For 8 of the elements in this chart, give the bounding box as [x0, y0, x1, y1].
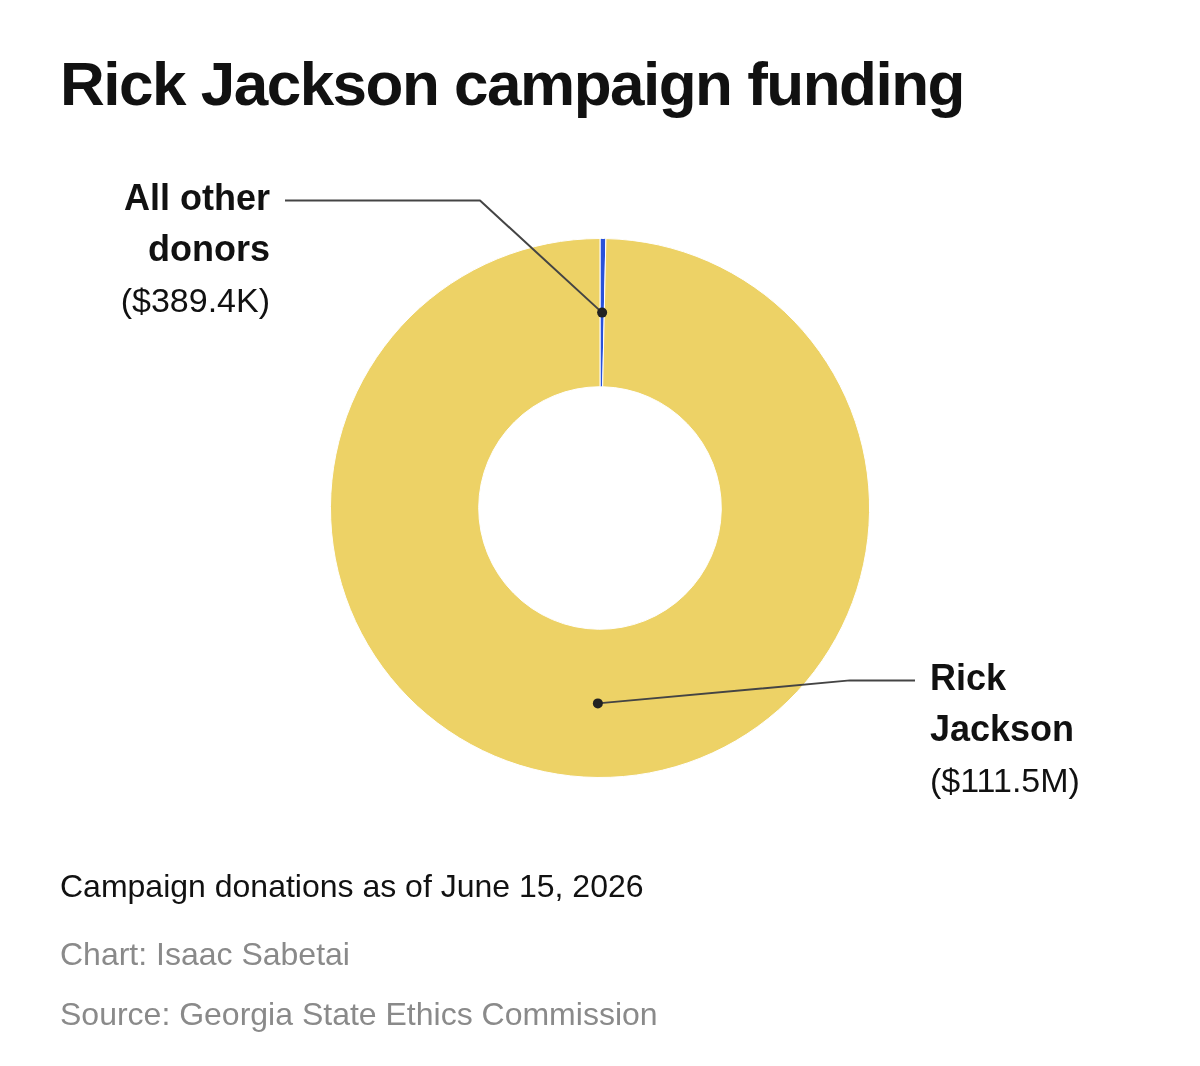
data-label: ($389.4K)	[120, 280, 270, 319]
source-note: Source: Georgia State Ethics Commission	[60, 996, 658, 1033]
chart-title: Rick Jackson campaign funding	[60, 48, 964, 119]
text: Campaign donations as of June 15, 2026	[60, 868, 644, 905]
slice-label: All other donors	[123, 177, 270, 270]
text: Chart: Isaac Sabetai	[60, 936, 350, 973]
slice-label: Rick Jackson	[930, 657, 1075, 750]
data-label: ($111.5M)	[930, 760, 1080, 799]
